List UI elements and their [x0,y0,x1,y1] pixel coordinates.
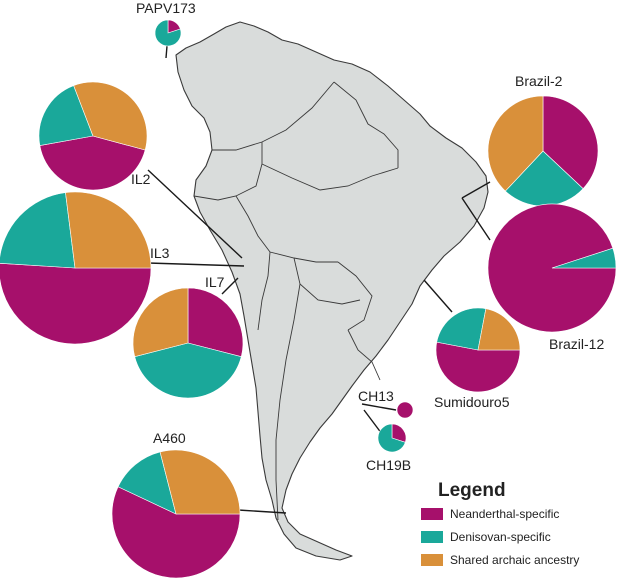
site-labels: PAPV173 IL2 IL3 IL7 Brazil-2 Brazil-12 S… [131,0,604,473]
leader-il7 [221,277,239,295]
leader-il3 [147,262,245,267]
label-brazil-2: Brazil-2 [515,73,563,89]
legend: Legend Neanderthal-specific Denisovan-sp… [421,480,579,567]
legend-swatch-shared [421,554,443,566]
legend-swatch-denisovan [421,531,443,543]
label-il7: IL7 [205,274,225,290]
pie-slice-ch19b-denisovan [377,423,406,453]
leader-sumidouro5 [423,279,453,313]
pie-slice-il2-shared [73,81,148,151]
pie-slice-ch13-neanderthal [396,401,414,419]
pie-ch13 [396,401,414,419]
label-a460: A460 [153,430,186,446]
pie-slice-il7-neanderthal [187,287,244,358]
legend-title: Legend [438,480,506,501]
south-america-landmass [175,21,489,561]
pie-slice-sumidouro5-denisovan [436,307,487,351]
label-ch19b: CH19B [366,457,411,473]
pie-slice-il3-shared [65,191,152,269]
leader-a460 [237,509,287,514]
pie-slice-il3-denisovan [0,192,76,269]
pie-ch19b [377,423,407,453]
leader-lines [147,45,491,514]
pie-slice-il7-shared [132,287,189,358]
leader-ch19b [363,409,383,435]
label-papv173: PAPV173 [136,0,196,16]
pie-il2 [38,81,148,191]
pie-slice-il2-neanderthal [39,135,146,191]
pie-slice-sumidouro5-shared [477,308,521,351]
pie-slice-a460-denisovan [117,451,177,515]
pie-slice-brazil-2-shared [487,95,544,192]
legend-label-shared: Shared archaic ancestry [450,553,579,567]
label-ch13: CH13 [358,388,394,404]
pie-slice-sumidouro5-neanderthal [435,341,521,393]
pie-slice-brazil-12-denisovan [551,247,617,269]
pie-brazil-2 [487,95,599,207]
leader-il2 [147,169,243,259]
pie-slice-il7-denisovan [134,342,242,399]
pie-slice-brazil-2-neanderthal [542,95,599,190]
label-sumidouro5: Sumidouro5 [434,394,510,410]
leader-papv173 [165,45,168,59]
legend-label-denisovan: Denisovan-specific [450,530,551,544]
label-brazil-12: Brazil-12 [549,336,604,352]
label-il3: IL3 [150,245,170,261]
leader-brazil-12 [461,197,491,241]
leader-brazil-2 [461,181,491,199]
pie-slice-papv173-denisovan [154,19,182,47]
pie-il3 [0,191,152,345]
pie-il7 [132,287,244,399]
label-il2: IL2 [131,171,151,187]
pie-slice-a460-neanderthal [111,486,241,579]
pie-slice-il3-neanderthal [0,262,152,345]
pie-slice-ch19b-neanderthal [391,423,407,443]
pie-sumidouro5 [435,307,521,393]
leader-ch13 [361,403,397,411]
pie-a460 [111,449,241,579]
pie-slice-a460-shared [159,449,241,515]
country-borders [193,81,399,521]
legend-swatch-neanderthal [421,508,443,520]
pie-charts [0,19,617,579]
pie-slice-il2-denisovan [38,85,94,146]
pie-papv173 [154,19,182,47]
legend-label-neanderthal: Neanderthal-specific [450,507,559,521]
pie-brazil-12 [487,203,617,333]
